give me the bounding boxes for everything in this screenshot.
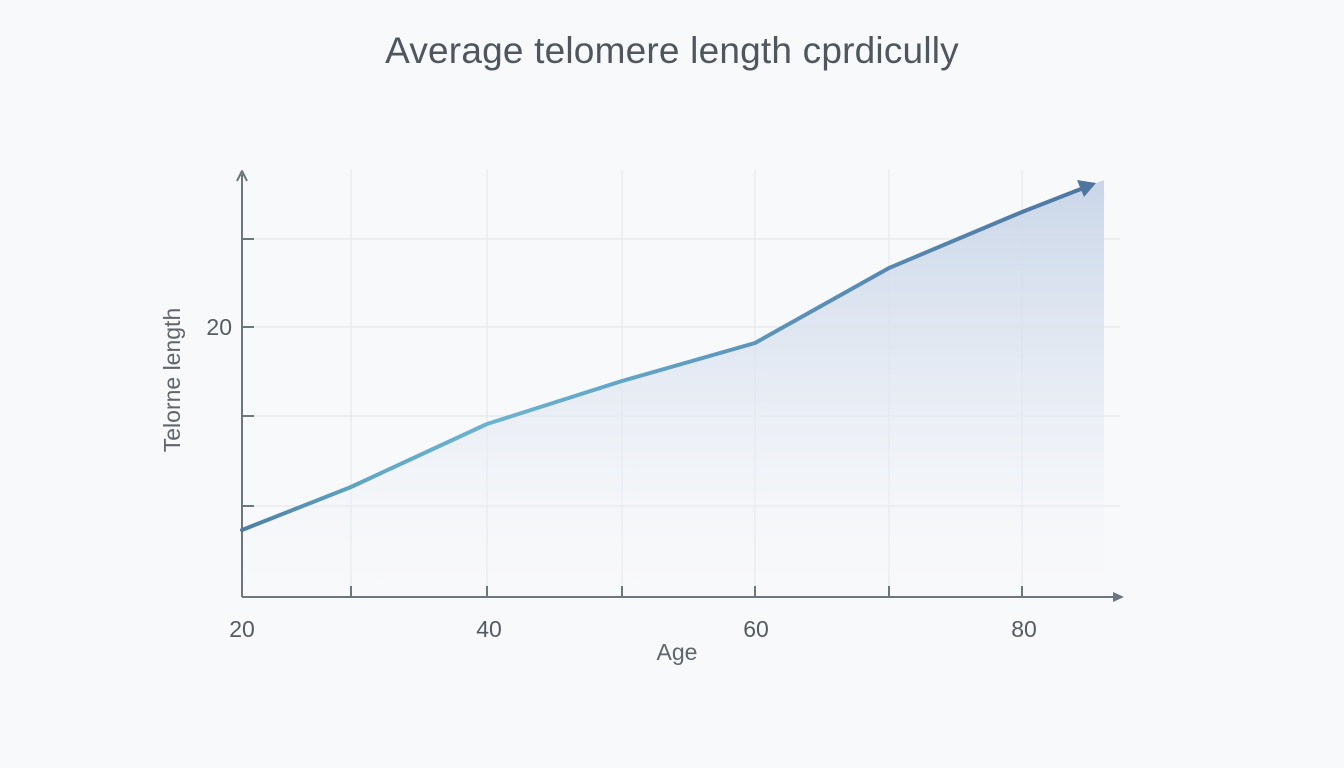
y-axis bbox=[236, 170, 254, 597]
chart-title: Average telomere length cprdicully bbox=[385, 30, 959, 71]
y-tick-label: 20 bbox=[206, 314, 232, 340]
x-tick-label: 40 bbox=[476, 616, 502, 642]
x-tick-label: 80 bbox=[1011, 616, 1037, 642]
data-line bbox=[240, 185, 1088, 532]
y-axis-title: Telorne length bbox=[159, 308, 185, 453]
x-tick-label: 60 bbox=[743, 616, 769, 642]
area-fill bbox=[242, 180, 1104, 597]
x-axis bbox=[242, 586, 1120, 598]
x-axis-title: Age bbox=[657, 639, 698, 665]
x-axis-arrowhead bbox=[1113, 592, 1124, 602]
line-arrowhead-icon bbox=[1077, 180, 1096, 197]
x-tick-label: 20 bbox=[229, 616, 255, 642]
